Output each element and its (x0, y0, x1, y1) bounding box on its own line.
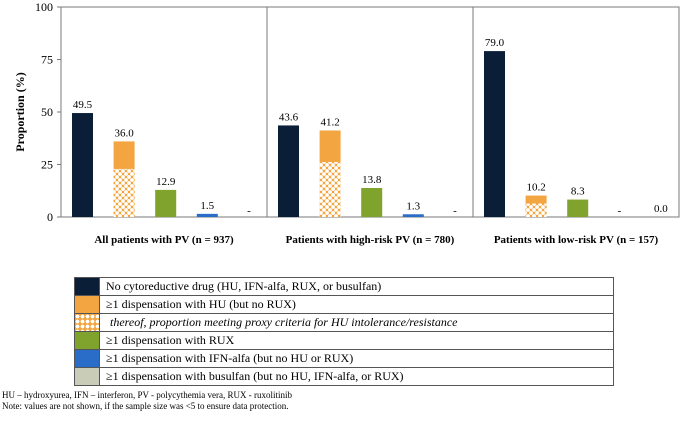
bar (155, 189, 177, 217)
data-label: 36.0 (114, 127, 134, 139)
y-tick-label: 50 (41, 105, 53, 119)
group-label: Patients with low-risk PV (n = 157) (494, 234, 659, 246)
legend-swatch (75, 350, 99, 367)
legend-text: ≥1 dispensation with RUX (99, 331, 614, 350)
data-label: 1.3 (406, 200, 420, 212)
legend-swatch (75, 296, 99, 313)
bar-chart: Proportion (%) 0 25 50 75 100 All patients wi… (13, 0, 680, 246)
bar (484, 51, 505, 217)
data-label: 13.8 (362, 174, 382, 186)
legend-row: ≥1 dispensation with IFN-alfa (but no HU… (74, 349, 614, 368)
legend-swatch-cell (74, 349, 100, 368)
group-label: Patients with high-risk PV (n = 780) (286, 234, 455, 246)
data-label: 10.2 (526, 182, 545, 194)
legend-swatch-cell (74, 367, 100, 386)
legend: No cytoreductive drug (HU, IFN-alfa, RUX… (74, 277, 614, 386)
legend-swatch-cell (74, 277, 100, 296)
legend-text: ≥1 dispensation with busulfan (but no HU… (99, 367, 614, 386)
legend-row: No cytoreductive drug (HU, IFN-alfa, RUX… (74, 277, 614, 296)
legend-swatch-cell (74, 313, 100, 332)
data-label: - (247, 205, 251, 217)
legend-swatch (75, 368, 99, 385)
data-label: 79.0 (485, 37, 505, 49)
data-protection-note: Note: values are not shown, if the sampl… (2, 401, 289, 411)
bar (402, 214, 424, 217)
legend-text: ≥1 dispensation with IFN-alfa (but no HU… (99, 349, 614, 368)
bar (72, 113, 93, 217)
data-label: 0.0 (654, 203, 668, 215)
legend-swatch-cell (74, 295, 100, 314)
bar-hatched-subset (319, 161, 341, 217)
abbreviations-footnote: HU – hydroxyurea, IFN – interferon, PV -… (2, 390, 293, 400)
bar-hatched-subset (113, 168, 135, 217)
legend-row: thereof, proportion meeting proxy criter… (74, 313, 614, 332)
data-label: 43.6 (279, 111, 299, 123)
plot-area: 0 25 50 75 100 All patients with PV (n = 937)… (35, 0, 680, 246)
legend-text: No cytoreductive drug (HU, IFN-alfa, RUX… (99, 277, 614, 296)
y-tick-label: 75 (41, 53, 53, 67)
group-label: All patients with PV (n = 937) (94, 234, 234, 246)
y-tick-label: 0 (47, 210, 53, 224)
legend-swatch (75, 314, 99, 331)
data-label: 1.5 (200, 200, 214, 212)
bar (567, 199, 589, 217)
legend-row: ≥1 dispensation with busulfan (but no HU… (74, 367, 614, 386)
legend-text: thereof, proportion meeting proxy criter… (99, 313, 614, 332)
bar (361, 188, 383, 217)
legend-row: ≥1 dispensation with RUX (74, 331, 614, 350)
legend-swatch-cell (74, 331, 100, 350)
data-label: - (453, 205, 457, 217)
data-label: - (617, 205, 621, 217)
bar (278, 125, 299, 217)
y-tick-label: 25 (41, 158, 53, 172)
data-label: 12.9 (156, 176, 176, 188)
bar-hatched-subset (525, 203, 547, 217)
legend-swatch (75, 332, 99, 349)
legend-swatch (75, 278, 99, 295)
legend-text: ≥1 dispensation with HU (but no RUX) (99, 295, 614, 314)
bar (196, 213, 218, 217)
legend-row: ≥1 dispensation with HU (but no RUX) (74, 295, 614, 314)
data-label: 49.5 (73, 99, 93, 111)
data-label: 41.2 (320, 116, 339, 128)
data-label: 8.3 (571, 186, 585, 198)
y-axis-label: Proportion (%) (13, 72, 27, 151)
y-tick-label: 100 (35, 0, 53, 14)
